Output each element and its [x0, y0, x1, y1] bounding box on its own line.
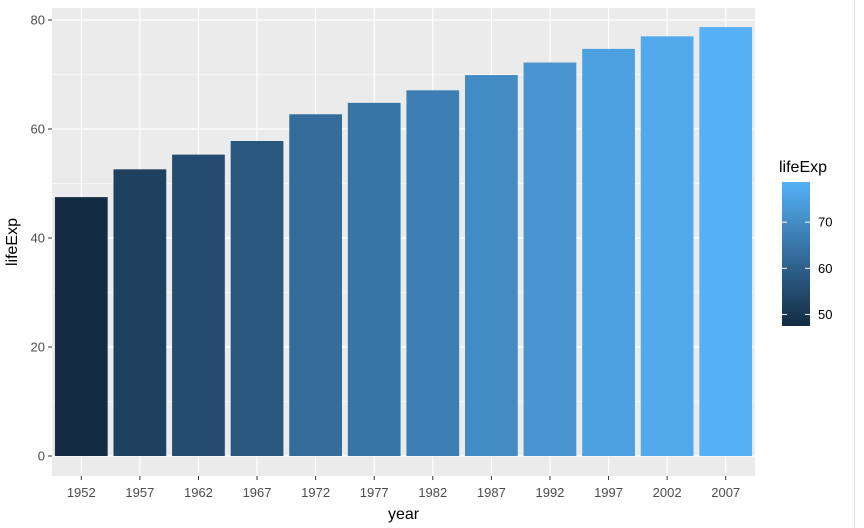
- y-tick-label: 20: [31, 340, 45, 355]
- minor-gridlines: [52, 74, 755, 402]
- bar-2007: [699, 27, 753, 457]
- legend-ticks: 50 60 70: [782, 215, 832, 322]
- x-tick-label: 1977: [360, 485, 389, 500]
- legend-title: lifeExp: [779, 159, 827, 176]
- legend-tick-label: 70: [818, 215, 832, 230]
- bar-1992: [523, 62, 577, 456]
- x-axis: 1952 1957 1962 1967 1972 1977 1982 1987 1992 1997…: [67, 476, 740, 500]
- x-tick-label: 1972: [301, 485, 330, 500]
- legend-tick-label: 60: [818, 261, 832, 276]
- x-tick-label: 1967: [243, 485, 272, 500]
- window-edge: [854, 0, 864, 528]
- bars: [54, 27, 753, 457]
- x-tick-label: 1982: [418, 485, 447, 500]
- y-tick-label: 80: [31, 13, 45, 28]
- y-tick-label: 40: [31, 231, 45, 246]
- x-axis-title: year: [388, 506, 420, 523]
- x-tick-label: 1957: [125, 485, 154, 500]
- legend-colorbar: [782, 182, 810, 326]
- legend-tick-label: 50: [818, 307, 832, 322]
- bar-2002: [640, 36, 694, 456]
- x-tick-label: 2007: [711, 485, 740, 500]
- bar-1957: [113, 169, 167, 456]
- bar-1982: [406, 90, 460, 457]
- bar-1962: [172, 154, 225, 457]
- y-axis: 0 20 40 60 80: [31, 13, 52, 464]
- x-tick-label: 1992: [535, 485, 564, 500]
- bar-1997: [582, 48, 635, 456]
- x-tick-label: 2002: [653, 485, 682, 500]
- panel-background: [52, 8, 755, 476]
- bar-1972: [289, 114, 342, 456]
- y-axis-title: lifeExp: [4, 218, 21, 266]
- y-tick-label: 60: [31, 122, 45, 137]
- legend: lifeExp 50 60 70: [779, 159, 832, 326]
- x-tick-label: 1997: [594, 485, 623, 500]
- x-tick-label: 1962: [184, 485, 213, 500]
- bar-1977: [347, 102, 401, 456]
- bar-1987: [465, 75, 518, 457]
- x-tick-label: 1952: [67, 485, 96, 500]
- bar-1952: [54, 197, 108, 456]
- y-tick-label: 0: [38, 449, 45, 464]
- bar-1967: [230, 140, 284, 457]
- x-tick-label: 1987: [477, 485, 506, 500]
